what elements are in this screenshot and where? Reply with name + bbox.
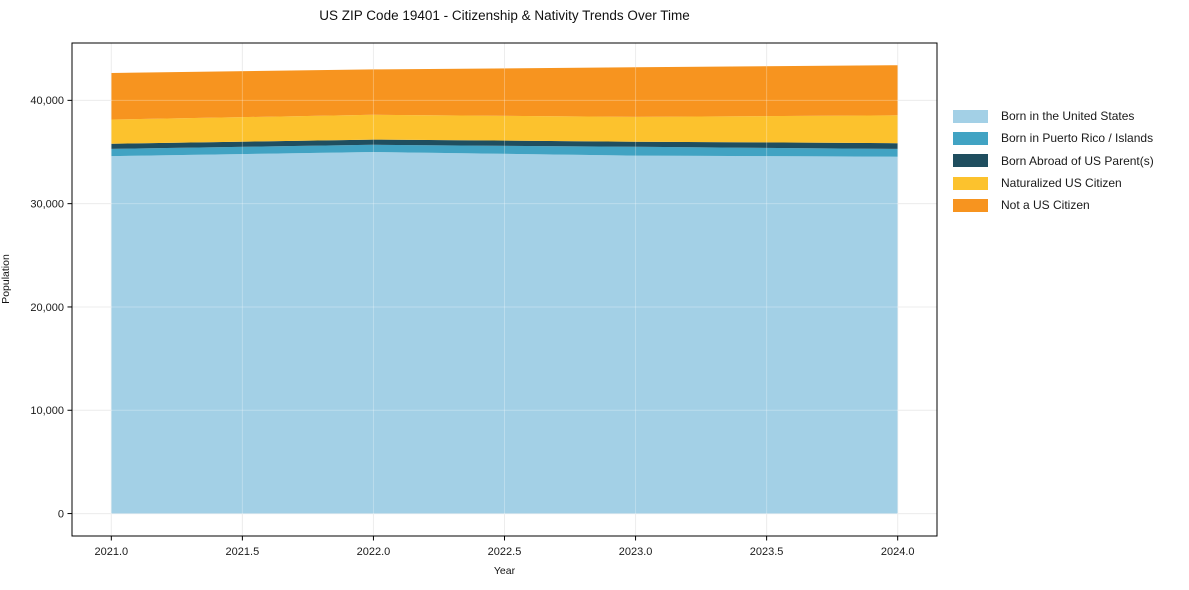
x-axis-label: Year <box>493 565 516 577</box>
legend-label: Naturalized US Citizen <box>1001 176 1122 191</box>
y-axis-label: Population <box>0 254 12 304</box>
x-tick-label: 2021.0 <box>94 546 128 558</box>
legend-item-3: Naturalized US Citizen <box>953 172 1154 194</box>
area-series-2 <box>111 139 898 149</box>
x-tick-label: 2023.5 <box>750 546 784 558</box>
legend-swatch <box>953 198 988 212</box>
legend: Born in the United States Born in Puerto … <box>953 105 1154 216</box>
legend-item-0: Born in the United States <box>953 105 1154 127</box>
area-series-1 <box>111 144 898 157</box>
y-tick-label: 10,000 <box>30 405 64 417</box>
area-series-4 <box>111 65 898 120</box>
legend-item-4: Not a US Citizen <box>953 194 1154 216</box>
x-tick-label: 2023.0 <box>619 546 653 558</box>
y-tick-label: 0 <box>58 508 64 520</box>
legend-swatch <box>953 176 988 190</box>
y-tick-label: 30,000 <box>30 198 64 210</box>
legend-swatch <box>953 154 988 168</box>
area-series-0 <box>111 152 898 514</box>
legend-label: Born Abroad of US Parent(s) <box>1001 153 1154 168</box>
area-series-3 <box>111 114 898 144</box>
legend-label: Born in Puerto Rico / Islands <box>1001 131 1154 146</box>
legend-swatch <box>953 109 988 123</box>
x-tick-label: 2022.0 <box>357 546 391 558</box>
y-tick-label: 40,000 <box>30 95 64 107</box>
legend-label: Born in the United States <box>1001 109 1135 124</box>
legend-item-2: Born Abroad of US Parent(s) <box>953 150 1154 172</box>
x-tick-label: 2021.5 <box>226 546 260 558</box>
x-tick-label: 2022.5 <box>488 546 522 558</box>
x-tick-label: 2024.0 <box>881 546 915 558</box>
chart-title: US ZIP Code 19401 - Citizenship & Nativi… <box>319 8 690 23</box>
legend-label: Not a US Citizen <box>1001 198 1090 213</box>
y-tick-label: 20,000 <box>30 302 64 314</box>
legend-item-1: Born in Puerto Rico / Islands <box>953 127 1154 149</box>
legend-swatch <box>953 131 988 145</box>
